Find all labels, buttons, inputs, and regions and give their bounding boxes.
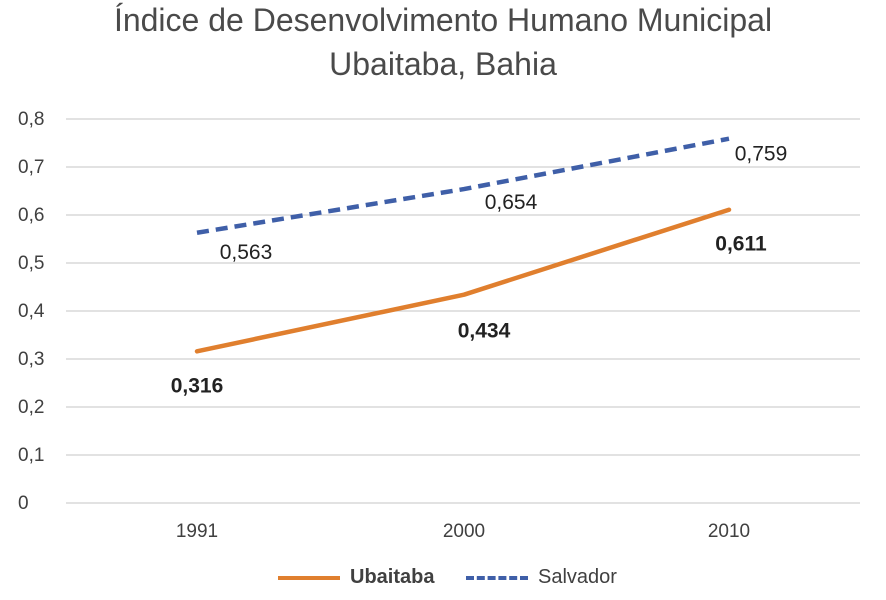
series-line-salvador: [196, 136, 730, 235]
data-label-ubaitaba: 0,434: [458, 320, 511, 343]
data-label-ubaitaba: 0,611: [715, 233, 767, 256]
x-tick-label: 2000: [443, 521, 485, 542]
x-tick-label: 1991: [176, 521, 218, 542]
data-label-salvador: 0,759: [735, 143, 788, 166]
data-label-salvador: 0,563: [220, 241, 273, 264]
y-tick-label: 0,6: [18, 205, 44, 226]
x-tick-label: 2010: [708, 521, 750, 542]
chart-title: Índice de Desenvolvimento Humano Municip…: [113, 2, 773, 38]
y-tick-label: 0,2: [18, 397, 44, 418]
legend-item-salvador: Salvador: [466, 566, 617, 589]
y-tick-label: 0: [18, 493, 29, 514]
y-tick-label: 0,5: [18, 253, 44, 274]
y-tick-label: 0,1: [18, 445, 44, 466]
data-label-salvador: 0,654: [485, 191, 538, 214]
chart-subtitle: Ubaitaba, Bahia: [329, 46, 557, 82]
line-chart: 0 0,1 0,2 0,3 0,4 0,5 0,6 0,7 0,8 1991 2000 2010 0,3…: [18, 109, 860, 542]
chart-legend: Ubaitaba Salvador: [0, 566, 886, 594]
y-tick-label: 0,7: [18, 157, 44, 178]
y-tick-label: 0,4: [18, 301, 45, 322]
legend-item-ubaitaba: Ubaitaba: [278, 566, 434, 589]
y-tick-label: 0,8: [18, 109, 44, 130]
legend-label-ubaitaba: Ubaitaba: [350, 566, 435, 588]
data-label-ubaitaba: 0,316: [171, 374, 224, 397]
legend-swatch-ubaitaba: [278, 575, 340, 580]
y-tick-label: 0,3: [18, 349, 44, 370]
legend-swatch-salvador: [466, 575, 528, 580]
legend-label-salvador: Salvador: [538, 566, 617, 588]
